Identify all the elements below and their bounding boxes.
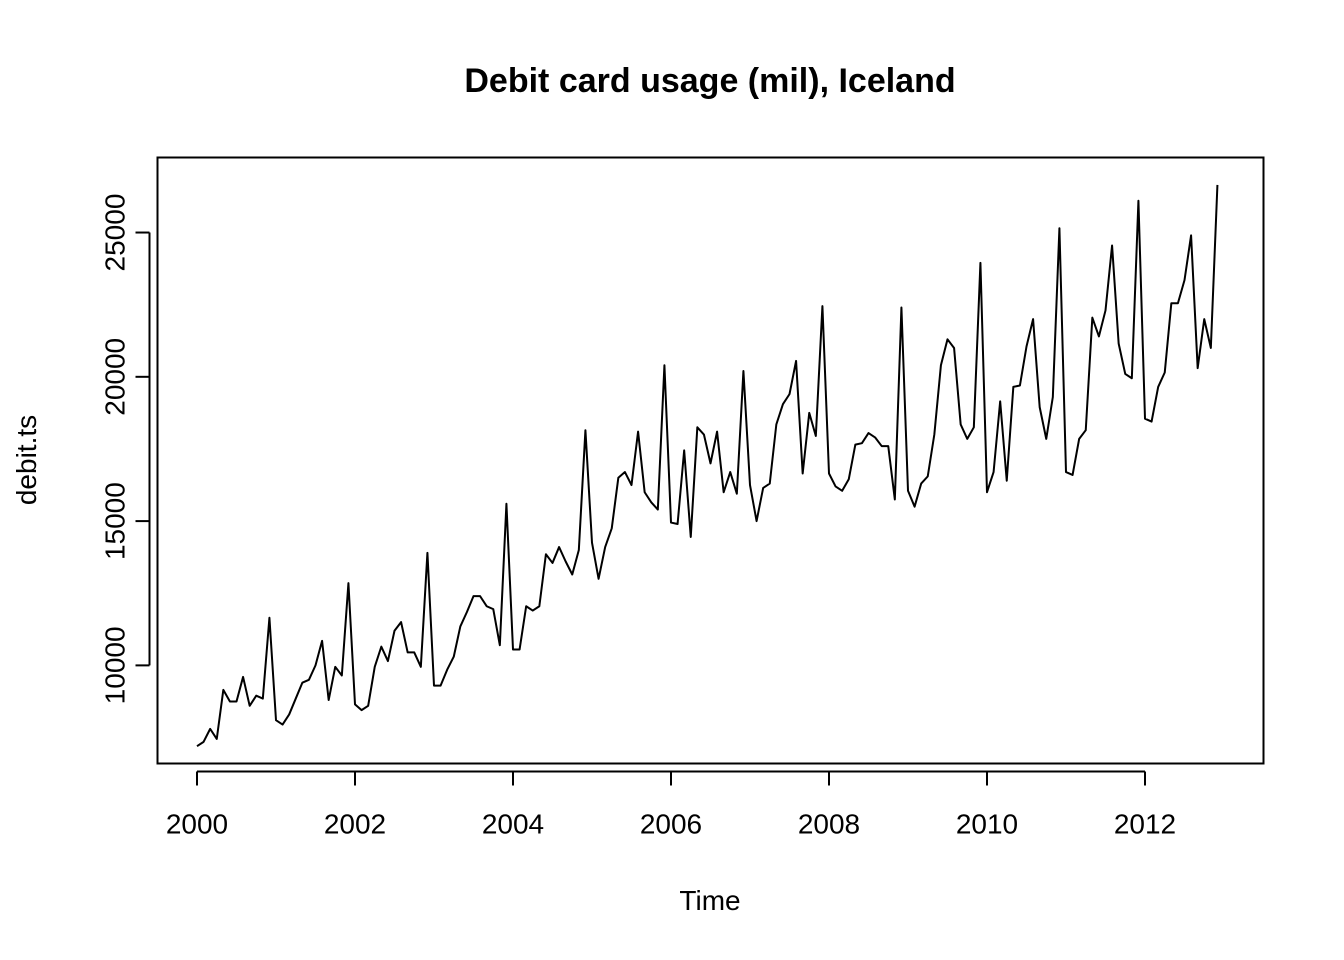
x-tick-label: 2008 <box>798 809 860 840</box>
y-tick-label: 15000 <box>100 482 131 560</box>
series-line-debit <box>196 184 1219 748</box>
y-axis-label: debit.ts <box>11 415 42 505</box>
chart-title: Debit card usage (mil), Iceland <box>464 62 955 100</box>
x-axis-label: Time <box>679 885 740 916</box>
x-tick-label: 2012 <box>1114 809 1176 840</box>
y-tick-label: 25000 <box>100 194 131 272</box>
x-tick-label: 2000 <box>166 809 228 840</box>
x-tick-label: 2006 <box>640 809 702 840</box>
x-tick-label: 2004 <box>482 809 544 840</box>
x-tick-label: 2010 <box>956 809 1018 840</box>
y-tick-label: 20000 <box>100 338 131 416</box>
y-tick-label: 10000 <box>100 626 131 704</box>
y-axis: 10000 15000 20000 25000 <box>100 194 151 704</box>
x-axis: 2000 2002 2004 2006 2008 2010 2012 <box>166 770 1176 840</box>
plot-frame <box>156 156 1265 765</box>
x-tick-label: 2002 <box>324 809 386 840</box>
